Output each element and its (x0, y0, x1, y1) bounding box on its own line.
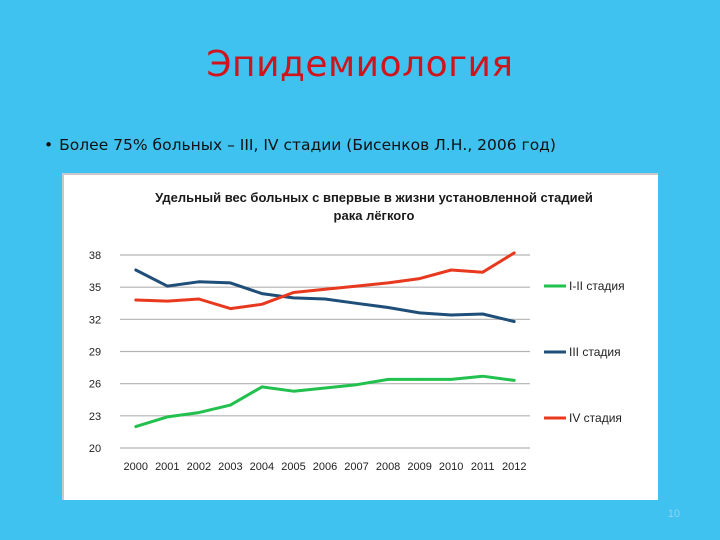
data-point (418, 378, 421, 381)
data-point (449, 268, 453, 272)
legend-label: III стадия (569, 345, 621, 359)
line-chart: 20 23 26 29 32 35 38 2000 2001 2002 2003 2004 2005 20… (89, 250, 625, 473)
chart-title-line-1: Удельный вес больных с впервые в жизни у… (155, 190, 593, 205)
x-tick-label: 2011 (471, 461, 495, 473)
data-point (386, 306, 390, 309)
y-tick-label: 26 (89, 379, 101, 391)
chart-title: Удельный вес больных с впервые в жизни у… (124, 189, 624, 225)
y-tick-label: 29 (89, 347, 101, 359)
data-point (229, 403, 232, 407)
chart-title-line-2: рака лёгкого (333, 208, 415, 223)
data-point (166, 415, 169, 419)
data-point (134, 268, 137, 272)
data-point (418, 311, 421, 315)
data-point (197, 280, 201, 284)
data-point (418, 277, 421, 280)
chart-container: Удельный вес больных с впервые в жизни у… (62, 173, 658, 500)
data-point (134, 298, 137, 302)
y-tick-label: 23 (89, 411, 101, 423)
x-tick-label: 2004 (250, 461, 274, 473)
data-point (386, 281, 390, 285)
data-point (449, 378, 453, 381)
data-point (260, 385, 264, 389)
x-tick-label: 2008 (376, 461, 400, 473)
data-point (323, 386, 327, 390)
x-tick-label: 2010 (439, 461, 463, 473)
data-point (323, 297, 327, 301)
x-tick-label: 2006 (313, 461, 337, 473)
data-point (386, 378, 390, 381)
data-point (292, 389, 295, 393)
data-point (481, 374, 484, 378)
y-tick-label: 38 (89, 250, 101, 262)
data-point (260, 303, 264, 306)
data-point (166, 299, 169, 303)
data-point (134, 425, 137, 428)
data-point (355, 302, 358, 305)
data-point (355, 383, 358, 386)
legend-label: IV стадия (569, 411, 622, 425)
x-tick-label: 2002 (187, 461, 211, 473)
data-point (292, 291, 295, 294)
data-point (355, 284, 358, 288)
x-tick-label: 2012 (502, 461, 526, 473)
y-tick-label: 32 (89, 314, 101, 326)
x-tick-label: 2007 (344, 461, 368, 473)
data-point (292, 296, 295, 300)
data-point (513, 251, 516, 255)
bullet-text-line: • Более 75% больных – III, IV стадии (Бис… (44, 136, 556, 154)
bullet-text: Более 75% больных – III, IV стадии (Бисе… (59, 136, 556, 154)
x-tick-label: 2000 (124, 461, 148, 473)
data-point (197, 411, 201, 414)
data-point (449, 313, 453, 317)
data-point (229, 281, 232, 285)
data-point (513, 379, 516, 382)
x-tick-label: 2005 (281, 461, 305, 473)
data-point (513, 320, 516, 323)
data-point (481, 270, 484, 274)
legend-label: I-II стадия (569, 279, 625, 293)
data-point (197, 297, 201, 301)
x-tick-label: 2001 (155, 461, 179, 473)
series-line (134, 268, 516, 323)
slide-title: Эпидемиология (206, 44, 514, 85)
bullet-marker: • (44, 136, 54, 154)
y-tick-label: 20 (89, 443, 101, 455)
page-number: 10 (667, 508, 680, 520)
data-point (260, 292, 264, 295)
data-point (323, 288, 327, 291)
data-point (481, 312, 484, 316)
y-tick-label: 35 (89, 282, 101, 294)
x-tick-label: 2009 (407, 461, 431, 473)
data-point (229, 307, 232, 310)
x-tick-label: 2003 (218, 461, 242, 473)
data-point (166, 284, 169, 288)
